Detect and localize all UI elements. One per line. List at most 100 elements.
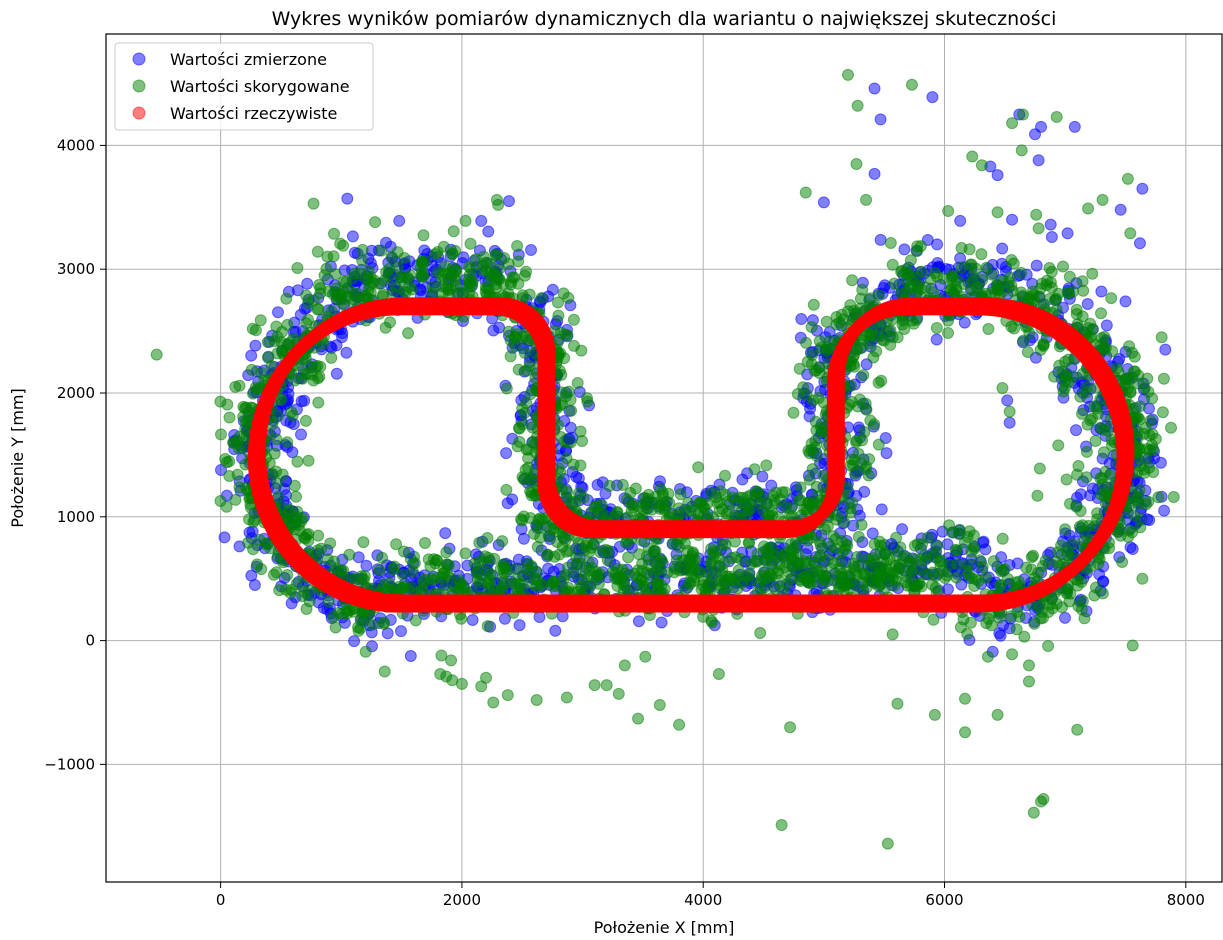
corrected-point — [459, 214, 472, 227]
corrected-point — [270, 566, 283, 579]
corrected-point — [931, 539, 944, 552]
corrected-point — [814, 421, 827, 434]
corrected-point — [837, 313, 850, 326]
corrected-point — [1003, 405, 1016, 418]
corrected-point — [851, 343, 864, 356]
corrected-point — [967, 529, 980, 542]
measured-point — [898, 243, 911, 256]
corrected-point — [779, 486, 792, 499]
corrected-point — [325, 351, 338, 364]
corrected-point — [930, 322, 943, 334]
corrected-point — [318, 269, 331, 282]
corrected-point — [713, 552, 726, 565]
corrected-point — [612, 687, 625, 700]
corrected-point — [686, 547, 699, 560]
corrected-point — [736, 577, 748, 589]
measured-point — [1159, 343, 1172, 356]
corrected-point — [1156, 406, 1169, 419]
corrected-point — [888, 277, 901, 290]
measured-point — [513, 619, 526, 632]
corrected-point — [1076, 275, 1089, 288]
corrected-point — [706, 616, 719, 629]
corrected-point — [237, 410, 250, 423]
corrected-point — [281, 436, 294, 449]
corrected-point — [440, 546, 453, 559]
corrected-point — [426, 574, 439, 587]
corrected-point — [1067, 285, 1079, 298]
corrected-point — [981, 650, 994, 663]
corrected-point — [488, 552, 501, 565]
corrected-point — [719, 488, 732, 501]
measured-point — [348, 635, 361, 648]
corrected-point — [838, 516, 851, 529]
measured-point — [1133, 237, 1146, 250]
corrected-point — [223, 470, 236, 482]
corrected-point — [436, 268, 449, 281]
corrected-point — [581, 572, 594, 585]
corrected-point — [312, 396, 325, 409]
measured-point — [1136, 182, 1149, 195]
corrected-point — [481, 620, 494, 633]
corrected-point — [806, 463, 819, 476]
corrected-point — [373, 564, 386, 577]
corrected-point — [908, 580, 921, 593]
measured-point — [1100, 319, 1113, 332]
corrected-point — [500, 382, 513, 395]
corrected-point — [1071, 723, 1084, 736]
corrected-point — [364, 286, 377, 299]
corrected-point — [375, 244, 388, 257]
corrected-point — [1043, 293, 1056, 305]
corrected-point — [280, 292, 293, 305]
corrected-point — [662, 487, 675, 500]
corrected-point — [805, 321, 818, 333]
measured-point — [875, 503, 888, 516]
corrected-point — [531, 540, 544, 553]
corrected-point — [952, 527, 965, 540]
corrected-point — [653, 698, 666, 711]
corrected-point — [1165, 421, 1177, 434]
corrected-point — [442, 279, 455, 292]
measured-point — [295, 428, 307, 441]
corrected-point — [991, 708, 1004, 721]
corrected-point — [860, 193, 873, 206]
corrected-point — [1057, 260, 1069, 273]
corrected-point — [531, 519, 544, 532]
corrected-point — [1076, 519, 1089, 532]
corrected-point — [841, 68, 854, 81]
corrected-point — [335, 608, 348, 620]
measured-point — [930, 333, 943, 346]
corrected-point — [1050, 303, 1063, 316]
corrected-point — [954, 621, 967, 634]
corrected-point — [150, 348, 163, 361]
corrected-point — [1080, 471, 1093, 484]
corrected-point — [751, 486, 764, 498]
corrected-point — [858, 570, 871, 582]
corrected-point — [570, 568, 583, 580]
measured-point — [393, 214, 406, 227]
corrected-point — [321, 553, 334, 566]
corrected-point — [471, 574, 484, 587]
corrected-point — [300, 603, 313, 615]
corrected-point — [1157, 372, 1170, 385]
corrected-point — [800, 336, 812, 349]
corrected-point — [1126, 639, 1139, 652]
corrected-point — [1086, 267, 1099, 280]
corrected-point — [548, 575, 560, 588]
corrected-point — [302, 297, 315, 309]
corrected-point — [1016, 108, 1029, 121]
corrected-point — [1099, 465, 1112, 478]
measured-point — [395, 625, 407, 638]
corrected-point — [496, 535, 509, 548]
corrected-point — [705, 542, 718, 555]
corrected-point — [632, 712, 645, 725]
corrected-point — [848, 304, 861, 317]
corrected-point — [506, 271, 519, 284]
corrected-point — [1080, 445, 1093, 458]
corrected-point — [829, 533, 842, 546]
measured-point — [549, 624, 562, 637]
corrected-point — [299, 414, 312, 427]
measured-point — [885, 538, 898, 551]
corrected-point — [865, 329, 878, 342]
